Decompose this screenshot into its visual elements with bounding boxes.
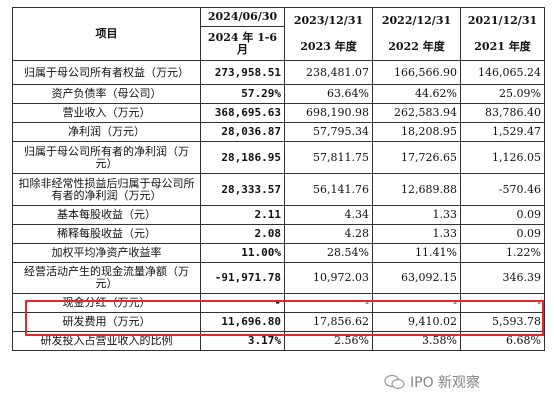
cell-value: 28,333.57 bbox=[200, 173, 285, 206]
row-label: 归属于母公司所有者权益（万元） bbox=[12, 60, 201, 85]
cell-value: 1.33 bbox=[372, 224, 461, 244]
table-row: 经营活动产生的现金流量净额（万元） -91,971.78 10,972.03 63,0… bbox=[12, 262, 545, 294]
cell-value: 4.34 bbox=[284, 205, 373, 225]
cell-value: 44.62% bbox=[372, 84, 461, 104]
cell-value: 11.41% bbox=[372, 243, 461, 263]
cell-value: 2.56% bbox=[284, 331, 373, 351]
period-header-1: 2024/06/30 bbox=[200, 7, 285, 27]
item-header: 项目 bbox=[12, 7, 201, 61]
cell-value: 368,695.63 bbox=[200, 103, 285, 123]
cell-value: 6.68% bbox=[460, 331, 545, 351]
cell-value: 11,696.80 bbox=[200, 312, 285, 332]
cell-value: 238,481.07 bbox=[284, 60, 373, 85]
cell-value: 3.58% bbox=[372, 331, 461, 351]
row-label: 资产负债率（母公司） bbox=[12, 84, 201, 104]
cell-value: 3.17% bbox=[200, 331, 285, 351]
cell-value: 25.09% bbox=[460, 84, 545, 104]
cell-value: 63.64% bbox=[284, 84, 373, 104]
cell-value: 17,726.65 bbox=[372, 141, 461, 174]
cell-value: 12,689.88 bbox=[372, 173, 461, 206]
cell-value: 18,208.95 bbox=[372, 122, 461, 142]
table-row: 归属于母公司所有者的净利润（万元） 28,186.95 57,811.75 17,72… bbox=[12, 141, 545, 174]
row-label: 营业收入（万元） bbox=[12, 103, 201, 123]
table-row: 现金分红（万元） - - - - bbox=[12, 293, 545, 313]
header-row-subperiods: 2024 年 1-6 月 bbox=[13, 26, 545, 61]
table-row: 扣除非经常性损益后归属于母公司所有者的净利润（万元） 28,333.57 56,14… bbox=[12, 173, 545, 206]
cell-value: 1,126.05 bbox=[460, 141, 545, 174]
cell-value: 9,410.02 bbox=[372, 312, 461, 332]
cell-value: 273,958.51 bbox=[200, 60, 285, 85]
cell-value: 56,141.76 bbox=[284, 173, 373, 206]
row-label: 加权平均净资产收益率 bbox=[12, 243, 201, 263]
cell-value: 28,036.87 bbox=[200, 122, 285, 142]
row-label: 归属于母公司所有者的净利润（万元） bbox=[12, 141, 201, 174]
sub-period-header-1: 2024 年 1-6 月 bbox=[200, 26, 285, 61]
cell-value: 0.09 bbox=[460, 224, 545, 244]
cell-value: - bbox=[460, 293, 545, 313]
row-label: 研发投入占营业收入的比例 bbox=[12, 331, 201, 351]
cell-value: 0.09 bbox=[460, 205, 545, 225]
cell-value: - bbox=[200, 293, 285, 313]
cell-value: 10,972.03 bbox=[284, 262, 373, 294]
table-row: 稀释每股收益（元） 2.08 4.28 1.33 0.09 bbox=[12, 224, 545, 244]
watermark-text: IPO 新观察 bbox=[410, 375, 481, 391]
row-label: 净利润（万元） bbox=[12, 122, 201, 142]
cell-value: 2.08 bbox=[200, 224, 285, 244]
cell-value: 11.00% bbox=[200, 243, 285, 263]
cell-value: 28.54% bbox=[284, 243, 373, 263]
cell-value: 166,566.90 bbox=[372, 60, 461, 85]
cell-value: 346.39 bbox=[460, 262, 545, 294]
watermark: IPO 新观察 bbox=[384, 372, 480, 392]
cell-value: 57,795.34 bbox=[284, 122, 373, 142]
cell-value: - bbox=[372, 293, 461, 313]
cell-value: 698,190.98 bbox=[284, 103, 373, 123]
cell-value: 28,186.95 bbox=[200, 141, 285, 174]
cell-value: 146,065.24 bbox=[460, 60, 545, 85]
period-header-4: 2021/12/31 2021 年度 bbox=[460, 7, 545, 61]
cell-value: 83,786.40 bbox=[460, 103, 545, 123]
table-row: 归属于母公司所有者权益（万元） 273,958.51 238,481.07 166,5… bbox=[12, 60, 545, 85]
cell-value: 262,583.94 bbox=[372, 103, 461, 123]
financial-indicators-table: 项目 2024/06/30 2023/12/31 2023 年度 2022/12… bbox=[12, 7, 545, 351]
cell-value: 1.33 bbox=[372, 205, 461, 225]
row-label: 基本每股收益（元） bbox=[12, 205, 201, 225]
cell-value: -91,971.78 bbox=[200, 262, 285, 294]
financial-table-wrapper: 项目 2024/06/30 2023/12/31 2023 年度 2022/12… bbox=[12, 7, 545, 351]
cell-value: -570.46 bbox=[460, 173, 545, 206]
table-row: 研发费用（万元） 11,696.80 17,856.62 9,410.02 5,593.… bbox=[12, 312, 545, 332]
cell-value: 5,593.78 bbox=[460, 312, 545, 332]
table-row: 加权平均净资产收益率 11.00% 28.54% 11.41% 1.22% bbox=[12, 243, 545, 263]
row-label: 稀释每股收益（元） bbox=[12, 224, 201, 244]
table-row: 净利润（万元） 28,036.87 57,795.34 18,208.95 1,529.… bbox=[12, 122, 545, 142]
cell-value: 1,529.47 bbox=[460, 122, 545, 142]
cell-value: 17,856.62 bbox=[284, 312, 373, 332]
cell-value: 1.22% bbox=[460, 243, 545, 263]
table-body: 归属于母公司所有者权益（万元） 273,958.51 238,481.07 166,5… bbox=[12, 60, 545, 351]
wechat-icon bbox=[384, 374, 405, 390]
row-label: 现金分红（万元） bbox=[12, 293, 201, 313]
header-row-dates: 项目 2024/06/30 2023/12/31 2023 年度 2022/12… bbox=[12, 7, 545, 61]
table-row: 基本每股收益（元） 2.11 4.34 1.33 0.09 bbox=[12, 205, 545, 225]
table-row: 研发投入占营业收入的比例 3.17% 2.56% 3.58% 6.68% bbox=[12, 331, 545, 351]
cell-value: 57.29% bbox=[200, 84, 285, 104]
cell-value: - bbox=[284, 293, 373, 313]
cell-value: 57,811.75 bbox=[284, 141, 373, 174]
cell-value: 4.28 bbox=[284, 224, 373, 244]
table-row: 资产负债率（母公司） 57.29% 63.64% 44.62% 25.09% bbox=[12, 84, 545, 104]
table-row: 营业收入（万元） 368,695.63 698,190.98 262,583.94 83… bbox=[12, 103, 545, 123]
row-label: 研发费用（万元） bbox=[12, 312, 201, 332]
period-header-2: 2023/12/31 2023 年度 bbox=[284, 7, 373, 61]
cell-value: 2.11 bbox=[200, 205, 285, 225]
row-label: 扣除非经常性损益后归属于母公司所有者的净利润（万元） bbox=[12, 173, 201, 206]
period-header-3: 2022/12/31 2022 年度 bbox=[372, 7, 461, 61]
row-label: 经营活动产生的现金流量净额（万元） bbox=[12, 262, 201, 294]
cell-value: 63,092.15 bbox=[372, 262, 461, 294]
